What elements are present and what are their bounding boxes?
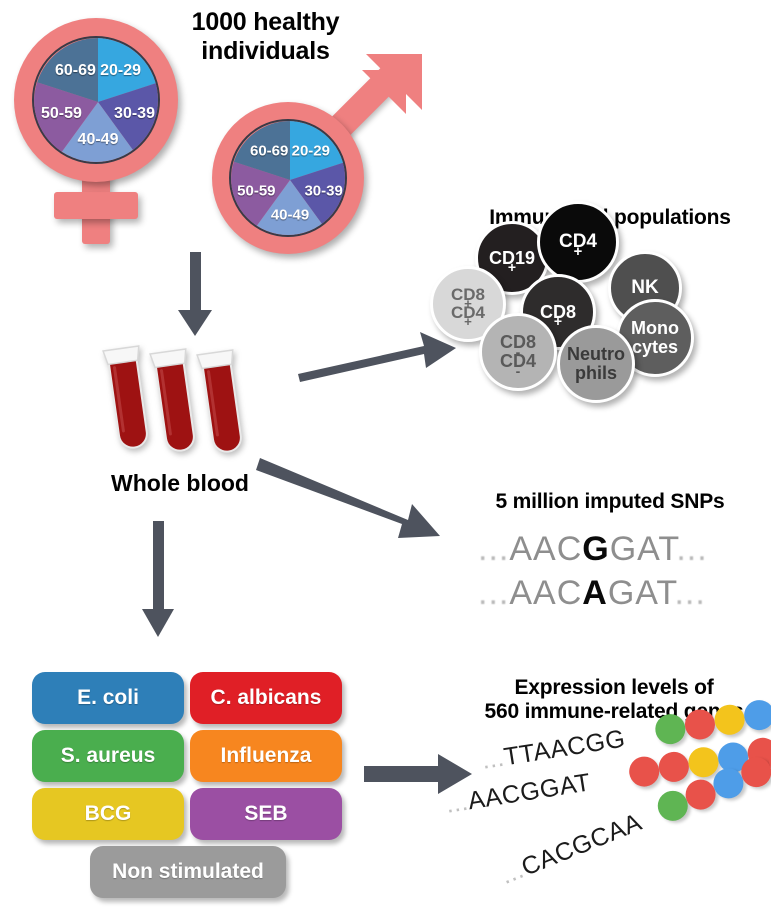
expression-strands: ...TTAACGG ...AACGGAT ...CACGCAA [440,697,771,920]
expression-bead [656,749,692,785]
blood-tube [102,345,148,449]
pie-segment [34,82,98,154]
expression-bead [742,697,771,733]
stimulation-e-coli: E. coli [32,672,184,724]
pie-segment [233,121,290,180]
immune-cell-cd19-positive: CD19 + [475,221,549,295]
female-cross [54,192,138,219]
snp-right-flank: GAT [607,574,675,612]
pie-segment [98,38,158,102]
snp-sequence-row: ...AACGGAT... [478,530,708,569]
immune-cell-label: CD8 + [539,301,576,330]
snp-sequence-row: ...AACAGAT... [478,574,706,613]
arrow-graphic [256,458,440,538]
pie-segment [290,121,345,180]
pie-segment [231,161,290,228]
stimulation-label: C. albicans [210,686,322,709]
stimulation-label: Influenza [220,744,312,767]
immune-cell-title: Immune cell populations [489,206,731,229]
female-age-pie: 20-29 30-39 40-49 50-59 60-69 [32,36,160,164]
expression-sequence-text: ...AACGGAT [443,768,593,819]
arrow-head [142,609,174,637]
expression-bead [682,707,718,742]
immune-cell-neutrophils: Neutro phils [557,325,635,403]
stimulation-label: Non stimulated [112,860,264,883]
snp-right-flank: GAT [609,530,677,568]
stimulation-label: SEB [244,802,288,825]
arrow-head [178,310,212,336]
expression-sequence-text: ...CACGCAA [496,808,646,890]
immune-cell-label: Neutro phils [567,344,625,383]
immune-cell-label: CD8 + CD4 + [450,285,485,329]
pie-segment [60,102,136,162]
pie-segment [98,82,158,154]
blood-tube [196,349,242,453]
stimulation-s-aureus: S. aureus [32,730,184,782]
male-symbol: 20-29 30-39 40-49 50-59 60-69 [200,54,422,258]
immune-cell-nk: NK [608,251,682,325]
stimulation-label: BCG [84,802,132,825]
pie-segment [37,38,98,102]
blood-tube [149,348,195,452]
stimulation-seb: SEB [190,788,342,840]
stimulation-label: E. coli [77,686,139,709]
male-arrowhead [362,54,422,114]
stimulation-influenza: Influenza [190,730,342,782]
immune-cell-label: CD8- CD4- [499,332,536,379]
snp-prefix: ... [478,530,510,568]
snp-variant-allele: A [582,574,608,612]
stimulation-non-stimulated: Non stimulated [90,846,286,898]
male-age-pie: 20-29 30-39 40-49 50-59 60-69 [229,119,347,237]
stimulation-c-albicans: C. albicans [190,672,342,724]
stimulation-bcg: BCG [32,788,184,840]
immune-cell-label: Mono cytes [631,318,679,357]
immune-cell-label: CD19 + [488,247,536,276]
whole-blood-label: Whole blood [111,470,249,496]
whole-blood-tubes [100,330,270,460]
expression-title: Expression levels of 560 immune-related … [484,676,744,723]
arrow-graphic [298,332,456,382]
female-symbol: 20-29 30-39 40-49 50-59 60-69 [8,14,198,244]
immune-cell-label: CD4 + [558,231,597,260]
snp-left-flank: AAC [509,530,583,568]
stimulation-label: S. aureus [60,744,156,767]
expression-bead [653,711,688,747]
stimulation-panel: E. coli C. albicans S. aureus Influenza BCG S… [32,672,362,902]
snp-title: 5 million imputed SNPs [495,490,725,513]
expression-bead [712,702,747,737]
immune-cell-monocytes: Mono cytes [616,299,694,377]
pie-segment [290,162,345,228]
snp-variant-allele: G [582,530,610,568]
immune-cell-cd8-positive: CD8 + [520,274,596,350]
immune-cell-label: NK [631,277,659,299]
pie-segment [255,180,325,235]
immune-cell-cd8-cd4-double-neg: CD8- CD4- [479,313,557,391]
cohort-title: 1000 healthy individuals [191,8,340,65]
arrow-shaft [190,252,201,314]
expression-bead [627,754,662,789]
snp-suffix: ... [674,574,706,612]
snp-left-flank: AAC [509,574,583,612]
snp-prefix: ... [478,574,510,612]
snp-sequences: ...AACGGAT... ...AACAGAT... [478,530,768,620]
arrow-graphic [364,754,472,794]
snp-suffix: ... [676,530,708,568]
arrow-shaft [153,521,164,613]
